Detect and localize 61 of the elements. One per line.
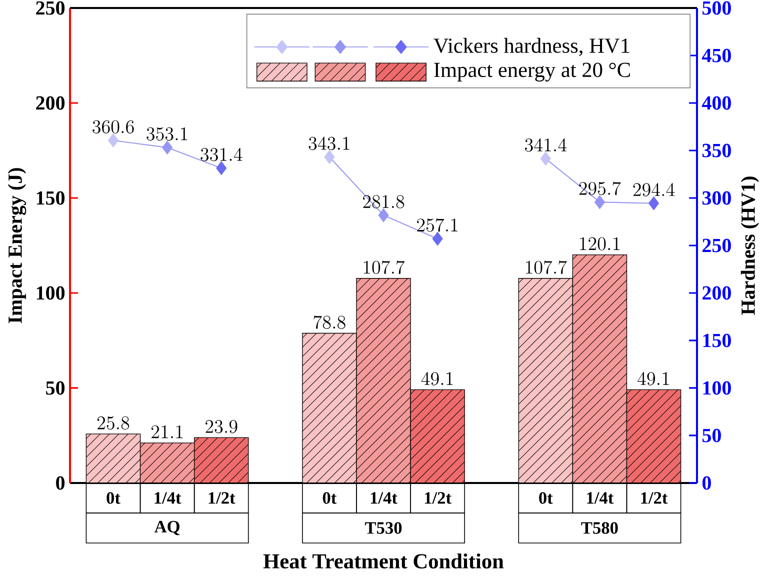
- data-label: 281 .8: [363, 195, 404, 208]
- point: [540, 152, 551, 166]
- data-label: 295.7: [579, 182, 621, 196]
- y2-tick-label: 250: [702, 238, 731, 252]
- x-axis-title: Heat Treatment Condition: [263, 553, 504, 568]
- point: [216, 161, 227, 176]
- data-label: 78.8: [314, 316, 346, 329]
- x-tick-label: 1/4t: [587, 492, 614, 504]
- y2-tick-label: 300: [702, 191, 731, 205]
- data-label: 294.4: [633, 182, 675, 196]
- data-label: 107.7: [526, 260, 567, 274]
- x-tick-label: 1/2t: [208, 492, 236, 504]
- x-tick-label: 1/2t: [641, 492, 668, 504]
- point: [648, 196, 660, 210]
- data-label: 341 .4: [525, 138, 567, 152]
- y-tick-label: 150: [36, 191, 65, 205]
- point: [378, 208, 389, 222]
- x-tick-label: 0t: [322, 492, 337, 504]
- data-label: 25.8: [97, 416, 130, 430]
- y2-tick-label: 0: [702, 476, 711, 490]
- text: T580: [581, 522, 618, 534]
- text: T530: [364, 522, 402, 534]
- y-axis-title: Impact Energy (J): [8, 168, 26, 324]
- point: [324, 150, 335, 164]
- data-label: 49. 1: [638, 372, 669, 386]
- data-label: 23.9: [206, 420, 238, 434]
- y2-tick-label: 350: [702, 144, 731, 158]
- y-tick-label: 200: [36, 96, 65, 110]
- data-label: 343. 1: [308, 136, 350, 150]
- data-label: 120. 1: [580, 237, 620, 250]
- y2-axis-title: Hardness (HV1): [740, 176, 760, 315]
- point: [162, 140, 173, 154]
- y-tick-label: 0: [56, 476, 65, 490]
- y2-tick-label: 100: [703, 381, 731, 395]
- y2-tick-label: 400: [702, 96, 731, 110]
- y-tick-label: 250: [36, 1, 65, 15]
- data-label: 107.7: [364, 260, 405, 274]
- x-tick-label: 1/4t: [370, 492, 398, 504]
- data-label: 353. 1: [146, 127, 188, 141]
- y2-tick-label: 500: [702, 1, 731, 15]
- data-label: 331 .4: [200, 148, 242, 162]
- y2-tick-label: 200: [702, 286, 731, 300]
- x-tick-label: 1/2t: [424, 492, 452, 504]
- y2-tick-label: 450: [702, 48, 731, 62]
- text: AQ: [154, 520, 180, 536]
- legend-label: Impact energy at 20 °C: [434, 62, 630, 82]
- x-tick-label: 0t: [106, 492, 120, 504]
- point: [108, 133, 119, 148]
- x-tick-label: 0t: [539, 492, 553, 504]
- data-label: 49. 1: [421, 372, 453, 386]
- data-label: 21 . 1: [152, 425, 182, 438]
- y2-tick-label: 150: [703, 334, 731, 348]
- y2-tick-label: 50: [702, 428, 721, 442]
- point: [432, 232, 443, 246]
- data-label: 257. 1: [417, 218, 458, 232]
- point: [594, 195, 605, 210]
- y-tick-label: 50: [46, 381, 65, 395]
- y-tick-label: 100: [36, 286, 65, 300]
- x-tick-label: 1/4t: [154, 492, 182, 504]
- data-label: 360.6: [92, 120, 134, 134]
- legend-label: Vickers hardness, HV1: [434, 38, 630, 56]
